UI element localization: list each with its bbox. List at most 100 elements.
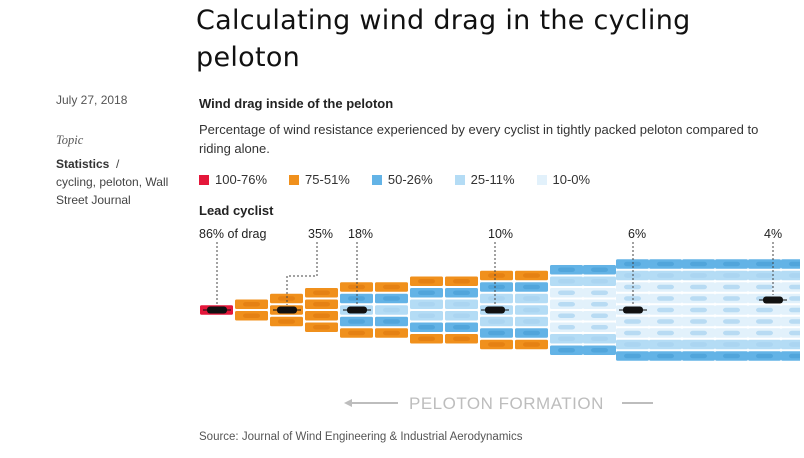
rider-silhouette [278, 319, 295, 324]
rider-silhouette [488, 284, 505, 290]
rider-silhouette [723, 261, 740, 267]
rider-silhouette [383, 284, 400, 290]
rider-silhouette [723, 353, 740, 359]
rider-silhouette [690, 319, 707, 324]
peloton-cells [200, 259, 800, 361]
rider-silhouette [789, 284, 800, 290]
legend-item-25-11: 25-11% [454, 172, 515, 187]
rider-silhouette [789, 273, 800, 278]
rider-silhouette [657, 353, 674, 359]
legend-swatch [199, 174, 209, 185]
rider-silhouette [756, 261, 773, 267]
rider-silhouette [278, 296, 295, 301]
rider-silhouette [523, 273, 540, 278]
legend-swatch [289, 174, 300, 185]
legend-label: 50-26% [387, 172, 433, 187]
rider-silhouette [657, 273, 674, 278]
legend-label: 100-76% [215, 172, 268, 187]
rider-silhouette [523, 296, 540, 301]
callout-6-percent: 6% [628, 227, 646, 241]
graphic-subtitle: Percentage of wind resistance experience… [199, 122, 759, 156]
rider-silhouette [657, 307, 674, 313]
rider-silhouette [383, 307, 400, 313]
rider-silhouette [756, 353, 773, 359]
rider-silhouette [756, 273, 773, 278]
rider-markers [203, 296, 787, 314]
rider-silhouette [418, 325, 435, 330]
legend-item-100-76: 100-76% [199, 172, 267, 187]
rider-silhouette [756, 284, 773, 290]
rider-silhouette [624, 319, 641, 324]
rider-silhouette [723, 342, 740, 347]
callout-18-percent: 18% [348, 227, 373, 241]
legend-item-75-51: 75-51% [289, 172, 350, 187]
rider-silhouette [488, 273, 505, 278]
rider-silhouette [383, 319, 400, 324]
rider-silhouette [756, 342, 773, 347]
rider-silhouette [488, 319, 505, 324]
rider-silhouette [523, 307, 540, 313]
article-title: Calculating wind drag in the cycling pel… [196, 5, 691, 73]
graphic-source: Source: Journal of Wind Engineering & In… [199, 431, 523, 443]
rider-silhouette [624, 342, 641, 347]
rider-silhouette [591, 336, 608, 341]
rider-silhouette [313, 302, 330, 307]
rider-silhouette [723, 296, 740, 301]
rider-silhouette [657, 342, 674, 347]
lead-cyclist-label: Lead cyclist [199, 203, 274, 218]
legend-swatch [371, 174, 382, 185]
rider-silhouette [657, 319, 674, 324]
rider-silhouette [690, 353, 707, 359]
rider-silhouette [418, 290, 435, 295]
rider-silhouette [558, 313, 575, 318]
rider-silhouette [756, 307, 773, 313]
rider-silhouette [453, 302, 470, 307]
rider-silhouette [418, 313, 435, 318]
rider-silhouette [657, 284, 674, 290]
rider-silhouette [243, 302, 260, 307]
rider-silhouette [591, 267, 608, 272]
topic-primary-link[interactable]: Statistics [56, 157, 110, 171]
topic-tags[interactable]: cycling, peloton, Wall Street Journal [56, 175, 169, 207]
rider-silhouette [723, 319, 740, 324]
rider-silhouette [789, 353, 800, 359]
rider-silhouette [383, 330, 400, 336]
rider-silhouette [756, 319, 773, 324]
legend-item-10-0: 10-0% [536, 172, 590, 187]
callout-leaders [216, 242, 774, 305]
rider-silhouette [453, 290, 470, 295]
callout-10-percent: 10% [488, 227, 513, 241]
rider-silhouette [591, 348, 608, 353]
formation-label: PELOTON FORMATION [409, 394, 604, 413]
rider-silhouette [383, 296, 400, 301]
drag-legend: 100-76% 75-51% 50-26% 25-11% 10-0% [199, 172, 612, 187]
rider-silhouette [789, 296, 800, 301]
rider-silhouette [690, 342, 707, 347]
rider-silhouette [789, 319, 800, 324]
legend-label: 25-11% [470, 172, 515, 187]
rider-silhouette [453, 313, 470, 318]
rider-silhouette [488, 330, 505, 336]
rider-silhouette [789, 261, 800, 267]
topic-list: Statistics / cycling, peloton, Wall Stre… [56, 155, 176, 209]
peloton-graphic: Wind drag inside of the peloton Percenta… [190, 90, 800, 458]
rider-silhouette [690, 284, 707, 290]
rider-silhouette [723, 330, 740, 336]
rider-silhouette [313, 325, 330, 330]
rider-silhouette [558, 279, 575, 284]
rider-silhouette [591, 325, 608, 330]
rider-silhouette [313, 290, 330, 295]
callout-4-percent: 4% [764, 227, 782, 241]
rider-silhouette [789, 307, 800, 313]
legend-swatch [454, 174, 465, 185]
rider-silhouette [348, 319, 365, 324]
rider-silhouette [558, 336, 575, 341]
rider-silhouette [723, 273, 740, 278]
rider-silhouette [558, 325, 575, 330]
rider-silhouette [558, 302, 575, 307]
callout-35-percent: 35% [308, 227, 333, 241]
rider-silhouette [523, 319, 540, 324]
rider-silhouette [690, 307, 707, 313]
rider-silhouette [523, 284, 540, 290]
topic-separator: / [112, 157, 120, 171]
